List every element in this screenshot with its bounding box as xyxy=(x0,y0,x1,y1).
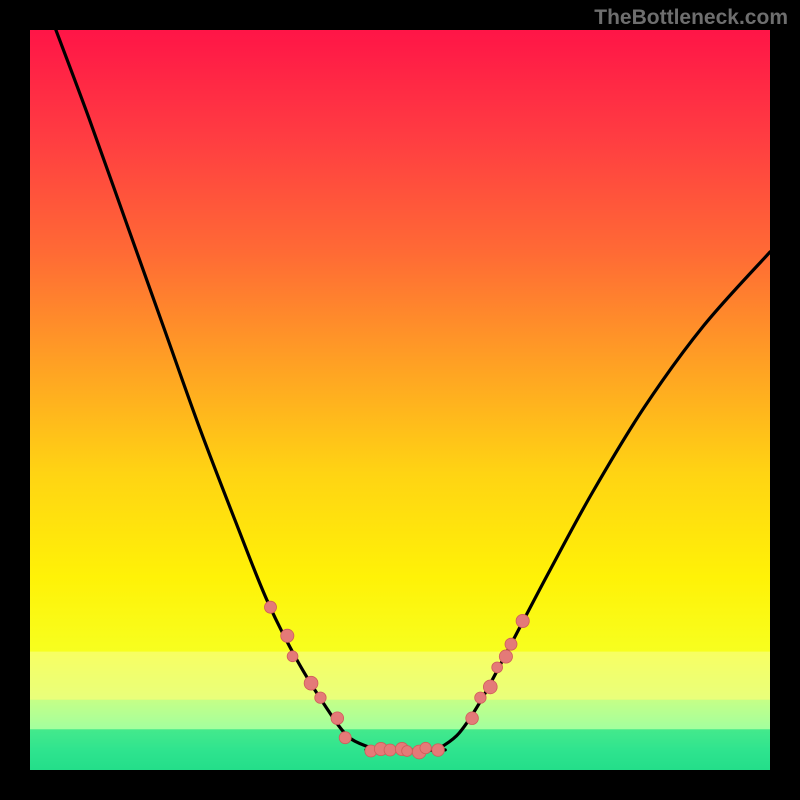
v-curve-plot xyxy=(30,30,770,770)
marker-dot xyxy=(505,638,517,650)
marker-dot xyxy=(384,744,396,756)
marker-dot xyxy=(475,692,486,703)
marker-dot xyxy=(304,676,318,690)
marker-dot xyxy=(499,650,512,663)
marker-dot xyxy=(483,680,497,694)
marker-dot xyxy=(287,651,298,662)
marker-dot xyxy=(432,744,445,757)
band-1 xyxy=(30,700,770,730)
marker-dot xyxy=(420,742,431,753)
marker-dot xyxy=(466,712,479,725)
marker-dot xyxy=(492,662,503,673)
marker-dot xyxy=(516,614,529,627)
chart-root: TheBottleneck.com xyxy=(0,0,800,800)
band-0 xyxy=(30,652,770,700)
marker-dot xyxy=(402,746,413,757)
watermark-text: TheBottleneck.com xyxy=(594,6,788,30)
marker-dot xyxy=(339,732,351,744)
marker-dot xyxy=(315,692,326,703)
marker-dot xyxy=(331,712,344,725)
marker-dot xyxy=(265,601,277,613)
marker-dot xyxy=(281,629,294,642)
